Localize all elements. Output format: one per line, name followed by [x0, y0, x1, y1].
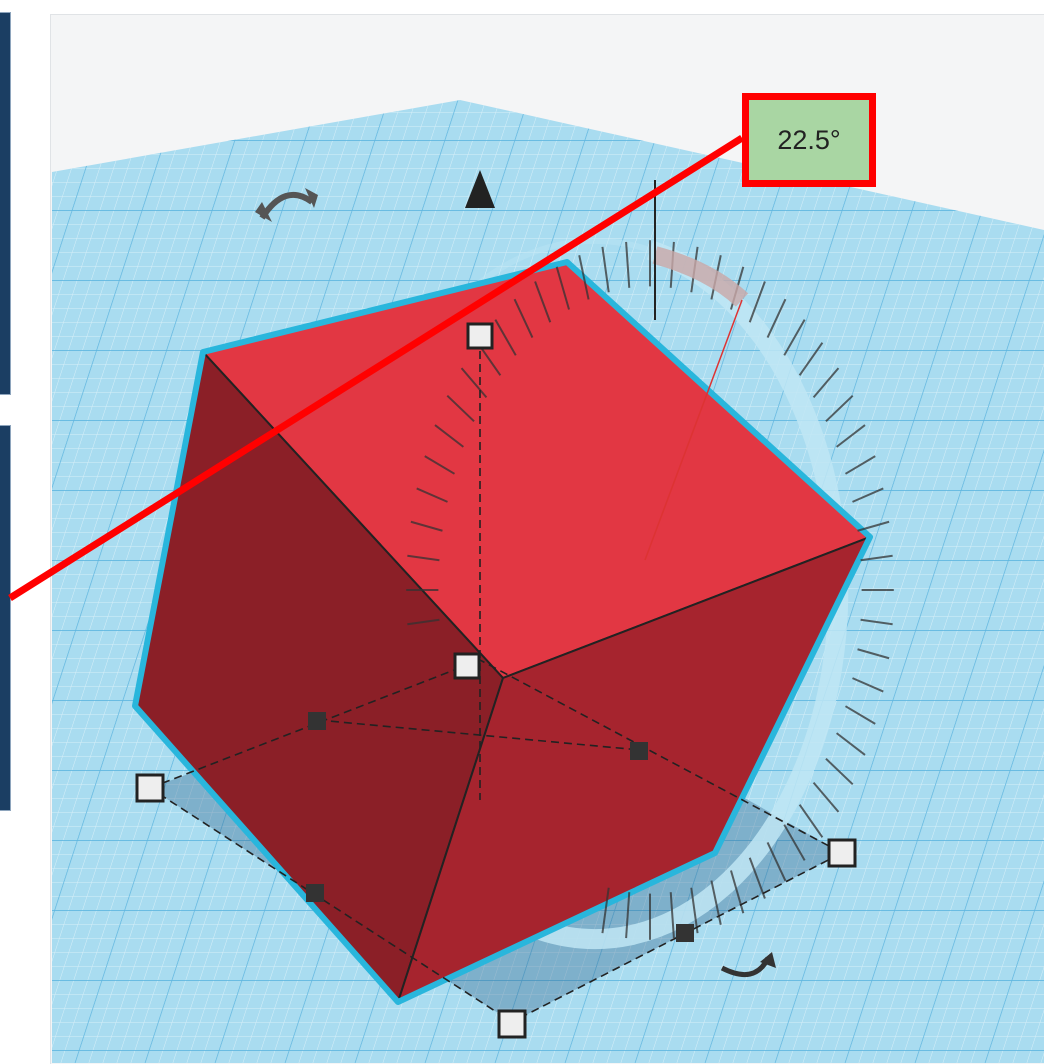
resize-handle-left[interactable]	[135, 773, 165, 803]
angle-tick	[836, 732, 866, 756]
lift-arrow-icon[interactable]	[465, 170, 495, 208]
angle-tick	[852, 677, 884, 693]
angle-tick	[844, 705, 876, 725]
rotate-arrow-head-right	[305, 188, 318, 208]
edge-handle-front-right[interactable]	[676, 924, 694, 942]
angle-tick	[669, 892, 675, 939]
angle-tick	[783, 824, 806, 861]
angle-tick	[852, 487, 884, 503]
angle-tick	[812, 781, 840, 813]
angle-tick	[766, 298, 787, 338]
angle-tick	[690, 887, 699, 934]
angle-tick	[578, 255, 590, 300]
angle-tick	[730, 870, 745, 914]
angle-tick	[416, 487, 448, 503]
angle-tick	[812, 367, 840, 399]
angle-tick	[407, 554, 440, 562]
angle-tick	[434, 424, 464, 448]
edge-handle-front-left[interactable]	[306, 884, 324, 902]
angle-tick	[534, 281, 552, 323]
angle-tick	[860, 618, 893, 626]
bounding-box	[149, 338, 844, 1023]
angle-tick	[410, 520, 443, 532]
angle-tick	[424, 455, 456, 475]
angle-tick	[836, 424, 866, 448]
angle-tick	[601, 887, 610, 934]
resize-handle-top[interactable]	[466, 322, 494, 350]
angle-tick	[860, 554, 893, 562]
rotate-arrow-bottom-head	[760, 952, 776, 968]
angle-tick	[513, 298, 534, 338]
resize-handle-right[interactable]	[827, 838, 857, 868]
rotation-arc	[652, 246, 749, 307]
angle-tick	[494, 319, 517, 356]
left-panel-bottom	[0, 425, 11, 811]
angle-tick	[625, 892, 631, 939]
angle-tick	[825, 757, 854, 786]
angle-value: 22.5°	[777, 124, 841, 155]
angle-tick	[625, 241, 631, 288]
angle-tick	[825, 394, 854, 423]
edge-handle-left[interactable]	[308, 712, 326, 730]
angle-tick	[601, 246, 610, 293]
handles[interactable]	[135, 322, 857, 1039]
angle-tick	[407, 618, 440, 626]
angle-tick	[857, 520, 890, 532]
angle-tick	[748, 857, 766, 899]
annotation-pointer-line	[8, 135, 744, 601]
edge-handle-right[interactable]	[630, 742, 648, 760]
angle-tick	[748, 281, 766, 323]
angle-tick	[555, 266, 570, 310]
angle-tick	[783, 319, 806, 356]
resize-handle-center[interactable]	[453, 652, 481, 680]
left-panel-top	[0, 12, 11, 395]
angle-tick	[766, 842, 787, 882]
selected-box[interactable]	[132, 259, 873, 1005]
resize-handle-bottom[interactable]	[497, 1009, 527, 1039]
angle-tick	[857, 648, 890, 660]
angle-tick	[710, 880, 722, 925]
rotation-indicator	[644, 299, 743, 561]
angle-tick	[844, 455, 876, 475]
angle-tick	[446, 394, 475, 423]
angle-tick	[460, 367, 488, 399]
angle-readout-label: 22.5°	[742, 93, 876, 187]
selection-outline	[132, 259, 873, 1005]
rotate-arrow-head-left	[255, 202, 272, 222]
angle-tick	[798, 342, 824, 376]
angle-tick	[798, 804, 824, 838]
